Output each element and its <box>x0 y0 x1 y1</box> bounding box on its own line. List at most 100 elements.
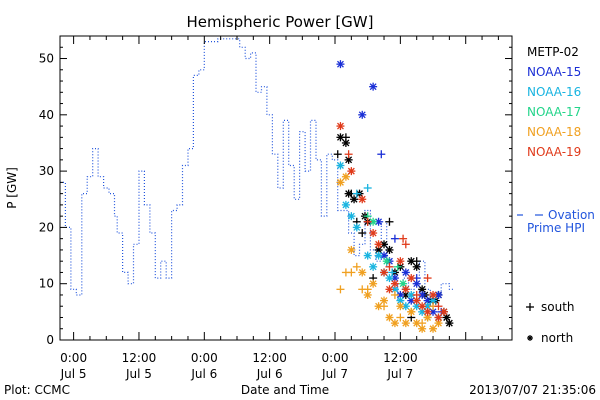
point-noaa-16-north <box>407 290 416 299</box>
y-tick-label: 40 <box>39 108 54 122</box>
point-metp-02-north <box>385 245 394 254</box>
point-noaa-18-north <box>374 302 383 311</box>
y-tick-label: 10 <box>39 277 54 291</box>
point-noaa-19-south <box>399 234 408 243</box>
point-noaa-18-north <box>396 302 405 311</box>
point-noaa-16-north <box>385 274 394 283</box>
point-noaa-15-north <box>336 60 345 69</box>
point-noaa-18-north <box>385 313 394 322</box>
point-noaa-19-north <box>423 307 432 316</box>
point-noaa-18-south <box>363 285 372 294</box>
legend-entry-noaa-19: NOAA-19 <box>527 145 581 159</box>
point-metp-02-south <box>412 257 421 266</box>
point-noaa-16-south <box>388 268 397 277</box>
point-noaa-16-south <box>363 184 372 192</box>
point-noaa-19-north <box>380 268 389 277</box>
point-metp-02-south <box>341 133 350 142</box>
point-noaa-18-south <box>396 313 405 322</box>
legend-north-marker <box>527 335 533 341</box>
axes: 0 10 20 30 40 50 0:00 Jul 5 12:00 Jul 5 0:00 Jul 6 1… <box>39 35 512 381</box>
ovation-series <box>60 38 455 307</box>
point-noaa-19-north <box>418 302 427 311</box>
point-noaa-15-north <box>412 279 421 288</box>
point-noaa-19-south <box>434 302 443 311</box>
legend-north-label: north <box>541 331 573 345</box>
point-noaa-18-north <box>341 172 350 181</box>
x-tick-time-label: 0:00 <box>322 351 349 365</box>
chart-title: Hemispheric Power [GW] <box>187 13 374 31</box>
x-tick-time-label: 12:00 <box>383 351 418 365</box>
legend-entry-noaa-18: NOAA-18 <box>527 125 581 139</box>
point-noaa-18-north <box>358 268 367 277</box>
point-noaa-15-north <box>401 268 410 277</box>
point-noaa-18-north <box>336 178 345 187</box>
point-noaa-19-south <box>401 240 410 249</box>
x-tick-time-label: 12:00 <box>122 351 157 365</box>
point-noaa-19-south <box>344 150 353 159</box>
point-noaa-18-north <box>401 319 410 328</box>
point-metp-02-south <box>358 229 367 238</box>
point-metp-02-north <box>380 240 389 249</box>
point-noaa-18-south <box>407 307 416 316</box>
y-tick-label: 30 <box>39 164 54 178</box>
point-metp-02-south <box>333 150 342 159</box>
y-tick-label: 0 <box>46 333 54 347</box>
y-tick-label: 50 <box>39 52 54 66</box>
point-metp-02-south <box>385 217 394 226</box>
point-noaa-16-north <box>347 212 356 221</box>
point-noaa-15-north <box>369 82 378 91</box>
point-noaa-19-north <box>429 290 438 299</box>
point-noaa-15-north <box>358 110 367 119</box>
point-noaa-19-north <box>358 195 367 204</box>
point-noaa-16-south <box>352 189 361 198</box>
point-metp-02-north <box>350 195 359 204</box>
x-tick-date-label: Jul 5 <box>125 367 152 381</box>
legend: METP-02 NOAA-15 NOAA-16 NOAA-17 NOAA-18 NOAA-… <box>517 45 595 345</box>
point-noaa-16-north <box>363 251 372 260</box>
point-noaa-19-north <box>434 313 443 322</box>
point-noaa-19-north <box>336 122 345 131</box>
point-noaa-19-south <box>363 217 372 226</box>
x-tick-date-label: Jul 6 <box>256 367 283 381</box>
point-noaa-18-north <box>418 324 427 333</box>
point-noaa-18-south <box>347 268 356 277</box>
point-noaa-16-north <box>352 223 361 232</box>
x-axis-label: Date and Time <box>241 383 329 397</box>
ovation-line <box>60 38 455 307</box>
point-noaa-18-north <box>390 319 399 328</box>
point-noaa-16-north <box>369 262 378 271</box>
point-noaa-19-north <box>374 240 383 249</box>
legend-ovation-label: Ovation <box>548 208 595 222</box>
x-tick-date-label: Jul 7 <box>321 367 348 381</box>
legend-entry-noaa-15: NOAA-15 <box>527 65 581 79</box>
point-noaa-16-north <box>336 161 345 170</box>
point-noaa-19-south <box>412 290 421 299</box>
legend-south-marker <box>526 303 534 311</box>
x-tick-date-label: Jul 5 <box>60 367 87 381</box>
point-noaa-18-south <box>336 285 345 294</box>
x-tick-date-label: Jul 6 <box>190 367 217 381</box>
x-tick-date-label: Jul 7 <box>386 367 413 381</box>
point-noaa-18-north <box>380 296 389 305</box>
x-tick-time-label: 12:00 <box>252 351 287 365</box>
point-noaa-19-north <box>401 285 410 294</box>
satellite-points <box>333 60 454 333</box>
plot-timestamp: 2013/07/07 21:35:06 <box>469 383 596 397</box>
point-noaa-19-north <box>385 285 394 294</box>
point-noaa-19-south <box>423 274 432 283</box>
point-noaa-19-north <box>439 307 448 316</box>
y-axis-label: P [GW] <box>5 167 19 209</box>
plot-credit: Plot: CCMC <box>4 383 70 397</box>
point-noaa-18-south <box>380 302 389 311</box>
point-noaa-16-north <box>341 200 350 209</box>
point-noaa-19-north <box>407 274 416 283</box>
plot-frame <box>59 35 513 341</box>
point-noaa-18-north <box>347 245 356 254</box>
point-noaa-17-north <box>382 257 391 266</box>
y-tick-label: 20 <box>39 220 54 234</box>
point-metp-02-north <box>445 319 454 328</box>
legend-entry-noaa-16: NOAA-16 <box>527 85 581 99</box>
point-noaa-19-south <box>385 262 394 271</box>
point-noaa-18-south <box>390 290 399 299</box>
